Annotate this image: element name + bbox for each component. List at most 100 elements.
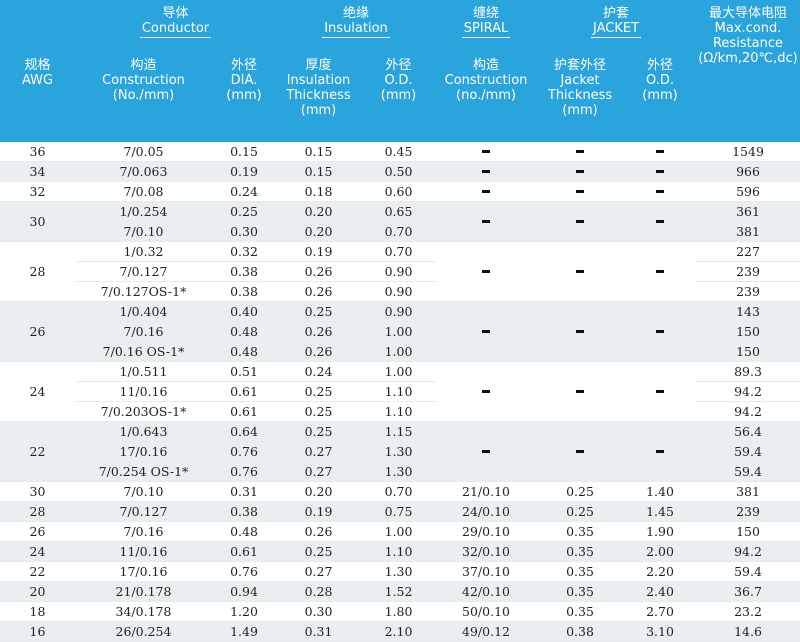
jacket-thickness-cell: 0.35 (536, 521, 625, 542)
spiral-cell (436, 181, 537, 202)
insulation-od-header: 外径 O.D. (mm) (361, 42, 437, 142)
jacket-thickness-cell (536, 142, 625, 162)
jacket-od-header: 外径 O.D. (mm) (624, 42, 697, 142)
dash-mark (656, 329, 665, 333)
max-resistance-cell: 94.2 (696, 541, 800, 562)
dia-cell: 0.76 (212, 461, 276, 482)
dia-cell: 0.24 (212, 181, 276, 202)
dia-cell: 0.31 (212, 481, 276, 502)
table-row: 26 1/0.404 0.40 0.25 0.90 143 (0, 301, 800, 362)
insulation-od-cell: 1.10 (361, 541, 437, 562)
construction-cell: 34/0.178 (75, 601, 212, 622)
insulation-thickness-cell: 0.20 (276, 201, 361, 222)
table-row: 7/0.127 0.38 0.26 0.90 239 (0, 261, 800, 282)
dia-cell: 0.19 (212, 161, 276, 182)
insulation-od-cell: 0.50 (361, 161, 437, 182)
table-row: 22 17/0.16 0.76 0.27 1.30 37/0.10 0.35 2.20 59.4 (0, 561, 800, 582)
max-resistance-cell: 150 (696, 321, 800, 342)
dia-unit: (mm) (226, 88, 262, 103)
insulation-od-cell: 1.00 (361, 321, 437, 342)
dash-mark (576, 169, 585, 173)
max-resistance-cell: 23.2 (696, 601, 800, 622)
thickness-unit: (mm) (300, 103, 337, 118)
construction-cell: 7/0.10 (75, 221, 212, 242)
insulation-od-cell: 1.00 (361, 361, 437, 382)
jacket-od-cell (624, 201, 697, 242)
awg-cell: 22 (0, 421, 75, 482)
jacket-thickness-zh: 护套外径 (554, 58, 607, 73)
dia-cell: 0.64 (212, 421, 276, 442)
insulation-thickness-cell: 0.18 (276, 181, 361, 202)
awg-cell: 28 (0, 501, 75, 522)
jacket-thickness-cell: 0.35 (536, 541, 625, 562)
table-row: 20 21/0.178 0.94 0.28 1.52 42/0.10 0.35 2.40 36.… (0, 581, 800, 602)
jacket-thickness-cell: 0.35 (536, 601, 625, 622)
construction-cell: 1/0.404 (75, 301, 212, 322)
conductor-en: Conductor (139, 21, 212, 38)
construction-cell: 17/0.16 (75, 441, 212, 462)
jacket-thickness-cell: 0.35 (536, 581, 625, 602)
thickness-en1: Insulation (286, 73, 351, 88)
max-resistance-cell: 150 (696, 341, 800, 362)
insulation-od-cell: 0.70 (361, 221, 437, 242)
spiral-cell: 50/0.10 (436, 601, 537, 622)
jacket-thickness-cell (536, 361, 625, 422)
jacket-od-cell (624, 421, 697, 482)
insulation-thickness-cell: 0.25 (276, 421, 361, 442)
insulation-thickness-cell: 0.28 (276, 581, 361, 602)
insulation-od-cell: 1.30 (361, 441, 437, 462)
construction-cell: 7/0.203OS-1* (75, 401, 212, 422)
awg-cell: 22 (0, 561, 75, 582)
dia-cell: 0.48 (212, 341, 276, 362)
insulation-group-header: 绝缘 Insulation (276, 0, 437, 42)
dia-header: 外径 DIA. (mm) (212, 42, 276, 142)
insulation-thickness-cell: 0.27 (276, 461, 361, 482)
construction-unit: (No./mm) (112, 88, 175, 103)
awg-cell: 30 (0, 201, 75, 242)
construction-cell: 7/0.16 (75, 321, 212, 342)
insulation-od-cell: 0.45 (361, 142, 437, 162)
jacket-od-cell (624, 361, 697, 422)
table-row: 17/0.16 0.76 0.27 1.30 59.4 (0, 441, 800, 462)
spiral-cell: 24/0.10 (436, 501, 537, 522)
ins-od-zh: 外径 (385, 58, 412, 73)
dash-mark (656, 269, 665, 273)
insulation-thickness-cell: 0.19 (276, 241, 361, 262)
insulation-od-cell: 0.75 (361, 501, 437, 522)
dash-mark (576, 449, 585, 453)
spiral-cell (436, 161, 537, 182)
table-row: 16 26/0.254 1.49 0.31 2.10 49/0.12 0.38 3.10 14.… (0, 621, 800, 642)
maxres-en2: Resistance (712, 36, 784, 51)
awg-cell: 26 (0, 301, 75, 362)
construction-cell: 1/0.254 (75, 201, 212, 222)
insulation-od-cell: 0.90 (361, 281, 437, 302)
jacket-thickness-cell: 0.25 (536, 481, 625, 502)
jacket-thickness-cell: 0.38 (536, 621, 625, 642)
max-resistance-cell: 59.4 (696, 441, 800, 462)
awg-cell: 24 (0, 361, 75, 422)
awg-cell: 24 (0, 541, 75, 562)
insulation-od-cell: 1.52 (361, 581, 437, 602)
jacket-en: JACKET (591, 21, 642, 38)
table-row: 7/0.127OS-1* 0.38 0.26 0.90 239 (0, 281, 800, 302)
spiral-construction-header: 构造 Construction (no./mm) (436, 42, 537, 142)
dia-cell: 0.32 (212, 241, 276, 262)
insulation-od-cell: 0.90 (361, 261, 437, 282)
dia-cell: 0.51 (212, 361, 276, 382)
dia-en: DIA. (230, 73, 258, 88)
table-header: 导体 Conductor 绝缘 Insulation 缠绕 SPIRAL 护套 JACK… (0, 0, 800, 142)
max-resistance-cell: 94.2 (696, 401, 800, 422)
dia-cell: 0.40 (212, 301, 276, 322)
insulation-od-cell: 0.65 (361, 201, 437, 222)
insulation-thickness-cell: 0.27 (276, 561, 361, 582)
jacket-od-unit: (mm) (642, 88, 678, 103)
dash-mark (656, 169, 665, 173)
construction-cell: 21/0.178 (75, 581, 212, 602)
spiral-cell (436, 361, 537, 422)
insulation-thickness-cell: 0.25 (276, 381, 361, 402)
construction-cell: 7/0.08 (75, 181, 212, 202)
spiral-construction-unit: (no./mm) (456, 88, 516, 103)
dash-mark (482, 389, 491, 393)
jacket-thickness-en2: Thickness (547, 88, 613, 103)
table-row: 7/0.16 0.48 0.26 1.00 150 (0, 321, 800, 342)
